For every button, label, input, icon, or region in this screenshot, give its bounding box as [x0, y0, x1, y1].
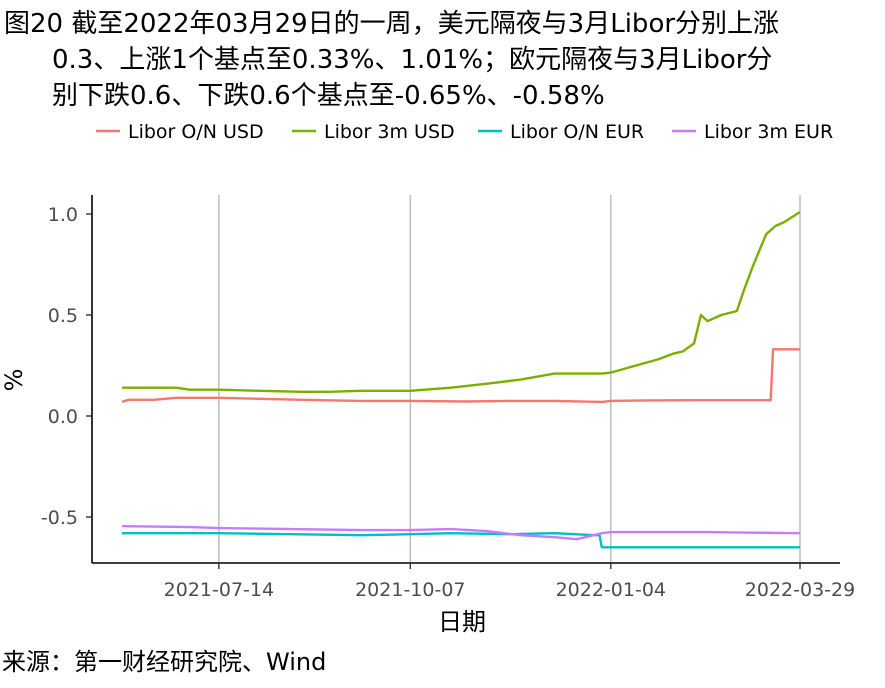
grid-lines — [218, 195, 801, 563]
y-tick-labels: -0.5 0.0 0.5 1.0 — [41, 204, 92, 529]
x-tick-label-4: 2022-03-29 — [745, 579, 855, 601]
series-line-2 — [122, 210, 801, 393]
series-line-4 — [121, 524, 801, 541]
y-axis-label: % — [0, 369, 28, 392]
y-tick-label-3: 0.5 — [48, 305, 78, 327]
legend-label-1: Libor O/N USD — [128, 121, 264, 143]
legend: Libor O/N USD Libor 3m USD Libor O/N EUR Li… — [96, 121, 833, 143]
series-line-1 — [121, 348, 800, 404]
y-tick-label-1: -0.5 — [41, 507, 78, 529]
series-line-3 — [122, 532, 800, 549]
axes — [91, 195, 840, 564]
legend-label-4: Libor 3m EUR — [704, 121, 833, 143]
x-tick-label-2: 2021-10-07 — [355, 579, 465, 601]
title-line-3: 别下跌0.6、下跌0.6个基点至-0.65%、-0.58% — [52, 81, 605, 111]
legend-label-3: Libor O/N EUR — [510, 121, 644, 143]
x-tick-labels: 2021-07-14 2021-10-07 2022-01-04 2022-03-29 — [164, 563, 855, 601]
series-lines — [121, 210, 801, 549]
legend-label-2: Libor 3m USD — [324, 121, 455, 143]
x-axis-label: 日期 — [438, 608, 486, 636]
x-tick-label-1: 2021-07-14 — [164, 579, 274, 601]
y-tick-label-4: 1.0 — [48, 204, 78, 226]
title-line-2: 0.3、上涨1个基点至0.33%、1.01%；欧元隔夜与3月Libor分 — [52, 45, 773, 75]
title-line-1: 图20 截至2022年03月29日的一周，美元隔夜与3月Libor分别上涨 — [4, 9, 780, 39]
x-tick-label-3: 2022-01-04 — [556, 579, 666, 601]
y-tick-label-2: 0.0 — [48, 406, 78, 428]
chart-title: 图20 截至2022年03月29日的一周，美元隔夜与3月Libor分别上涨 0.… — [4, 6, 884, 114]
source-note: 来源：第一财经研究院、Wind — [2, 648, 327, 676]
